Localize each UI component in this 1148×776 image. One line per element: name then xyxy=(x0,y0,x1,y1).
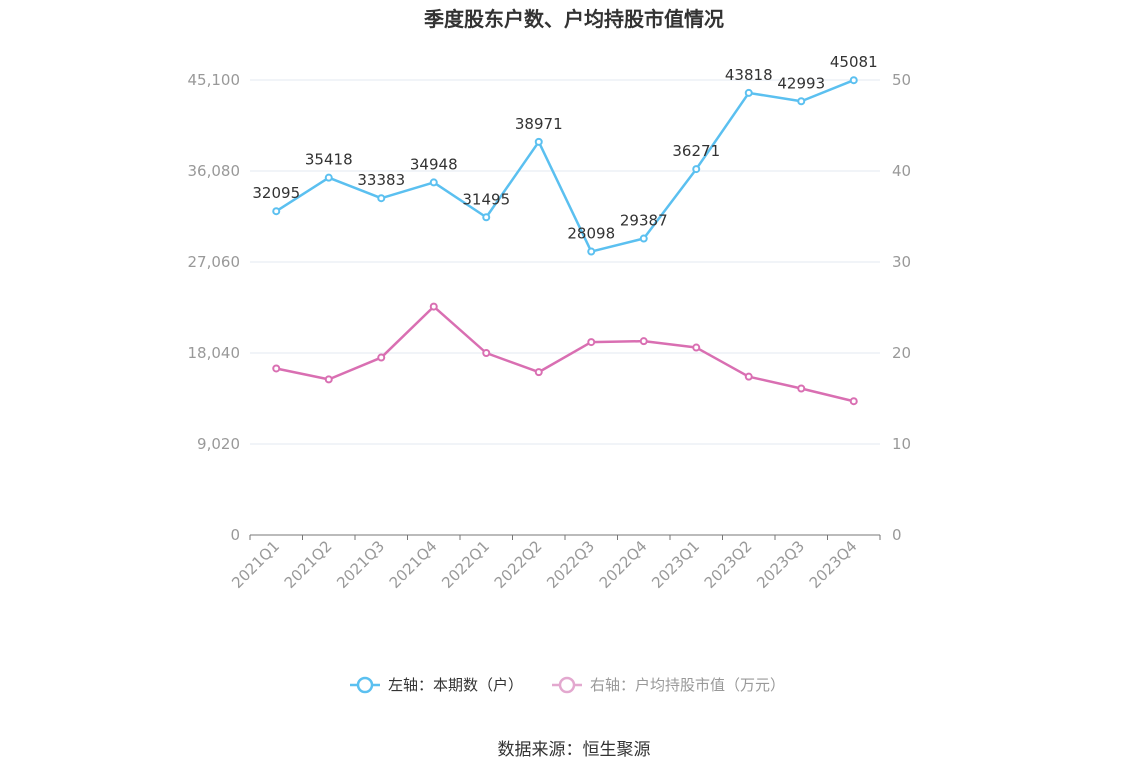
y-left-tick-label: 36,080 xyxy=(188,162,241,180)
x-tick-label: 2022Q3 xyxy=(543,537,598,592)
data-label: 45081 xyxy=(830,53,878,71)
data-label: 42993 xyxy=(777,74,825,92)
y-right-tick-label: 10 xyxy=(892,435,911,453)
y-left-tick-label: 45,100 xyxy=(188,71,241,89)
x-tick-label: 2021Q3 xyxy=(333,537,388,592)
data-label: 31495 xyxy=(462,190,510,208)
data-label: 29387 xyxy=(620,212,668,230)
series-1-point xyxy=(797,384,806,393)
series-0-point xyxy=(534,137,543,146)
legend-marker xyxy=(558,676,576,694)
series-0-point xyxy=(797,97,806,106)
axes: 0 0 9,020 10 18,040 20 27,060 30 36,080 40 45,100 5… xyxy=(188,71,912,592)
series-0-point xyxy=(587,247,596,256)
data-label: 28098 xyxy=(567,225,615,243)
y-right-tick-label: 50 xyxy=(892,71,911,89)
series-layer xyxy=(272,76,858,406)
x-tick-label: 2023Q4 xyxy=(806,537,861,592)
x-tick-label: 2022Q2 xyxy=(491,537,546,592)
data-label: 36271 xyxy=(672,142,720,160)
data-source: 数据来源：恒生聚源 xyxy=(498,740,651,760)
series-0-point xyxy=(272,207,281,216)
x-tick-label: 2021Q4 xyxy=(386,537,441,592)
series-1-point xyxy=(324,375,333,384)
data-label: 33383 xyxy=(357,171,405,189)
series-0-point xyxy=(429,178,438,187)
y-left-tick-label: 27,060 xyxy=(188,253,241,271)
y-left-tick-label: 0 xyxy=(230,526,240,544)
series-0-point xyxy=(324,173,333,182)
x-tick-label: 2022Q1 xyxy=(438,537,493,592)
series-0-point xyxy=(849,76,858,85)
y-right-tick-label: 30 xyxy=(892,253,911,271)
data-label: 38971 xyxy=(515,115,563,133)
series-1-point xyxy=(744,372,753,381)
y-left-tick-label: 9,020 xyxy=(197,435,240,453)
series-1-point xyxy=(534,368,543,377)
series-1-point xyxy=(587,338,596,347)
series-1-point xyxy=(482,349,491,357)
legend-item-0[interactable]: 左轴：本期数（户） xyxy=(350,676,523,694)
data-label: 35418 xyxy=(305,151,353,169)
series-1-point xyxy=(692,343,701,352)
series-1-point xyxy=(272,364,281,373)
x-tick-label: 2022Q4 xyxy=(596,537,651,592)
x-tick-label: 2021Q1 xyxy=(228,537,283,592)
y-right-tick-label: 0 xyxy=(892,526,902,544)
legend-label: 左轴：本期数（户） xyxy=(388,676,523,694)
y-left-tick-label: 18,040 xyxy=(188,344,241,362)
series-1-point xyxy=(639,337,648,346)
legend-item-1[interactable]: 右轴：户均持股市值（万元） xyxy=(552,676,785,694)
legend-marker xyxy=(356,676,374,694)
series-0-point xyxy=(744,88,753,97)
data-label: 43818 xyxy=(725,66,773,84)
series-line-0 xyxy=(275,79,855,253)
series-line-1 xyxy=(275,305,855,403)
x-tick-label: 2023Q2 xyxy=(701,537,756,592)
series-0-point xyxy=(377,194,386,203)
legend-label: 右轴：户均持股市值（万元） xyxy=(590,676,785,694)
series-0-point xyxy=(639,234,648,243)
y-right-tick-label: 40 xyxy=(892,162,911,180)
series-1-point xyxy=(429,302,438,311)
chart-title: 季度股东户数、户均持股市值情况 xyxy=(423,7,724,31)
data-label: 34948 xyxy=(410,155,458,173)
gridlines xyxy=(250,79,880,445)
x-tick-label: 2023Q1 xyxy=(648,537,703,592)
series-1-point xyxy=(377,353,386,362)
series-0-point xyxy=(692,165,701,174)
y-right-tick-label: 20 xyxy=(892,344,911,362)
data-label: 32095 xyxy=(252,184,300,202)
legend: 左轴：本期数（户） 右轴：户均持股市值（万元） xyxy=(350,676,785,694)
x-tick-label: 2021Q2 xyxy=(281,537,336,592)
series-0-point xyxy=(482,213,491,222)
x-tick-label: 2023Q3 xyxy=(753,537,808,592)
series-1-point xyxy=(849,397,858,406)
